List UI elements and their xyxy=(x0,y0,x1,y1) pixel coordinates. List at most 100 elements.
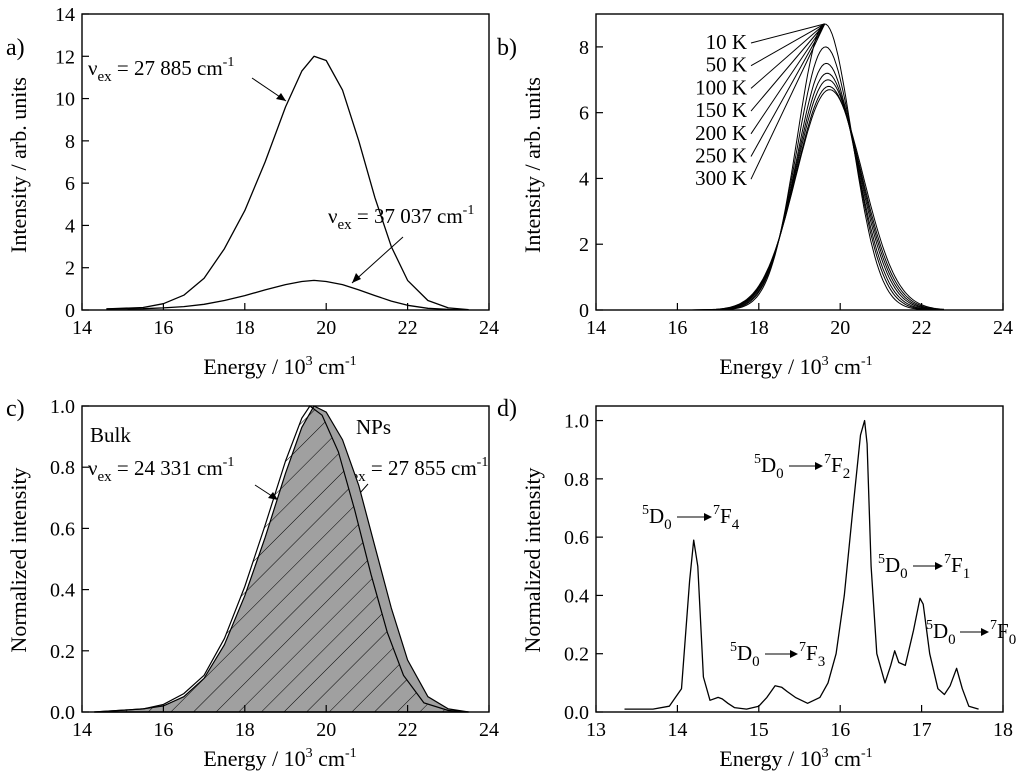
y-tick-label: 0.2 xyxy=(564,644,589,666)
x-tick-label: 16 xyxy=(830,719,850,741)
panel-d-transition-f4: 5D0 7F4 xyxy=(642,503,740,533)
y-tick-label: 8 xyxy=(65,131,75,153)
x-tick-label: 20 xyxy=(830,317,850,339)
panel-a-arrowhead-2 xyxy=(352,273,361,283)
x-tick-label: 16 xyxy=(153,719,173,741)
temperature-leader xyxy=(750,23,825,67)
x-tick-label: 24 xyxy=(479,317,499,339)
panel-b-ylabel: Intensity / arb. units xyxy=(520,77,545,253)
panel-a-xlabel: Energy / 103 cm-1 xyxy=(203,354,356,379)
series-line xyxy=(106,279,469,311)
panel-a-label: a) xyxy=(6,35,25,61)
y-tick-label: 0.0 xyxy=(564,702,589,724)
y-tick-label: 0.8 xyxy=(50,457,75,479)
panel-c: c) Normalized intensity Energy / 103 cm-… xyxy=(6,396,488,771)
temperature-label: 10 K xyxy=(706,30,747,54)
temperature-label: 150 K xyxy=(695,98,747,122)
svg-text:7F4: 7F4 xyxy=(713,503,740,533)
panel-d-transition-f2: 5D0 7F2 xyxy=(754,452,850,482)
x-tick-label: 24 xyxy=(993,317,1013,339)
x-tick-label: 16 xyxy=(153,317,173,339)
svg-text:5D0: 5D0 xyxy=(926,618,956,648)
temperature-leader xyxy=(750,23,826,89)
svg-text:5D0: 5D0 xyxy=(754,452,784,482)
panel-c-nps-label: NPs xyxy=(356,415,391,439)
temperature-label: 200 K xyxy=(695,121,747,145)
temperature-leader xyxy=(750,23,826,157)
panel-d-transition-f3: 5D0 7F3 xyxy=(730,640,825,670)
x-tick-label: 14 xyxy=(667,719,687,741)
x-tick-label: 18 xyxy=(749,317,769,339)
panel-a: a) Intensity / arb. units Energy / 103 c… xyxy=(6,35,474,379)
y-tick-label: 0.4 xyxy=(50,580,75,602)
svg-text:7F3: 7F3 xyxy=(799,640,825,670)
y-tick-label: 4 xyxy=(65,215,75,237)
series-line xyxy=(624,419,979,710)
x-tick-label: 15 xyxy=(749,719,769,741)
x-tick-label: 22 xyxy=(398,719,418,741)
plot-frame xyxy=(81,405,490,713)
y-tick-label: 10 xyxy=(55,89,75,111)
series-line xyxy=(106,55,469,311)
panel-c-label: c) xyxy=(6,396,25,422)
series-line-300k xyxy=(677,89,945,311)
y-tick-label: 0.2 xyxy=(50,641,75,663)
y-tick-label: 2 xyxy=(65,258,75,280)
y-tick-label: 1.0 xyxy=(50,396,75,418)
x-tick-label: 22 xyxy=(398,317,418,339)
panel-a-ylabel: Intensity / arb. units xyxy=(6,77,31,253)
panel-d-xlabel: Energy / 103 cm-1 xyxy=(719,746,872,771)
area-bulk xyxy=(94,405,469,713)
temperature-leader xyxy=(750,23,825,44)
y-tick-label: 0 xyxy=(65,300,75,322)
temperature-label: 300 K xyxy=(695,166,747,190)
panel-a-annotation-1: νex = 27 885 cm-1 xyxy=(88,55,234,85)
temperature-leader xyxy=(750,23,826,180)
plot-frame xyxy=(81,13,490,311)
x-tick-label: 22 xyxy=(912,317,932,339)
svg-text:5D0: 5D0 xyxy=(730,640,760,670)
panel-c-xlabel: Energy / 103 cm-1 xyxy=(203,746,356,771)
x-tick-label: 14 xyxy=(586,317,606,339)
plot-frame xyxy=(595,405,1004,713)
y-tick-label: 0 xyxy=(579,300,589,322)
svg-text:5D0: 5D0 xyxy=(642,503,672,533)
temperature-label: 50 K xyxy=(706,53,747,77)
y-tick-label: 6 xyxy=(579,103,589,125)
panel-d-transition-f1: 5D0 7F1 xyxy=(878,552,970,582)
x-tick-label: 18 xyxy=(993,719,1013,741)
x-tick-label: 20 xyxy=(316,317,336,339)
x-tick-label: 18 xyxy=(235,317,255,339)
y-tick-label: 4 xyxy=(579,168,589,190)
y-tick-label: 12 xyxy=(55,46,75,68)
y-tick-label: 1.0 xyxy=(564,411,589,433)
y-tick-label: 2 xyxy=(579,234,589,256)
panel-a-arrow-2 xyxy=(351,236,404,284)
panel-c-annotation-1: νex = 24 331 cm-1 xyxy=(88,455,234,485)
y-tick-label: 0.8 xyxy=(564,469,589,491)
temperature-leader xyxy=(750,23,826,112)
panel-b-xlabel: Energy / 103 cm-1 xyxy=(719,354,872,379)
x-tick-label: 14 xyxy=(72,719,92,741)
x-tick-label: 13 xyxy=(586,719,606,741)
plot-3-layer: 14 16 18 20 22 24 0.0 0.2 0.4 0.6 0.8 1.0 xyxy=(50,396,499,741)
y-tick-label: 0.4 xyxy=(564,585,589,607)
x-tick-label: 24 xyxy=(479,719,499,741)
panel-d-label: d) xyxy=(497,396,517,422)
x-tick-label: 16 xyxy=(667,317,687,339)
panel-d-ylabel: Normalized intensity xyxy=(520,467,545,652)
panel-d: d) Normalized intensity Energy / 103 cm-… xyxy=(497,396,1016,771)
panel-a-arrowhead-1 xyxy=(276,93,286,101)
svg-text:5D0: 5D0 xyxy=(878,552,908,582)
plot-4-layer: 13 14 15 16 17 18 0.0 0.2 0.4 0.6 0.8 1.0 xyxy=(564,405,1013,741)
panel-b-label: b) xyxy=(497,35,517,61)
y-tick-label: 0.6 xyxy=(564,527,589,549)
y-tick-label: 0.6 xyxy=(50,518,75,540)
panel-a-annotation-2: νex = 37 037 cm-1 xyxy=(328,203,474,233)
svg-text:7F2: 7F2 xyxy=(824,452,850,482)
panel-c-annotation-2: νex = 27 855 cm-1 xyxy=(342,455,488,485)
plot-frame xyxy=(595,13,1004,311)
